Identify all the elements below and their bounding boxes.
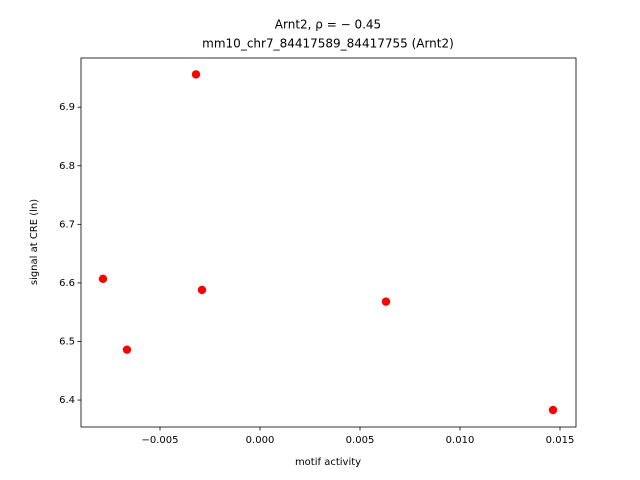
point (191, 70, 201, 79)
x-tick-label: 0.005 (346, 435, 375, 446)
x-tick-label: 0.000 (246, 435, 275, 446)
point (548, 405, 558, 415)
point (381, 297, 391, 306)
y-tick-label: 6.8 (59, 161, 75, 172)
x-axis-label: motif activity (295, 457, 361, 468)
x-tick-label: 0.015 (546, 435, 575, 446)
chart-title: Arnt2, ρ = − 0.45 (275, 18, 381, 32)
x-tick-label: −0.005 (141, 435, 178, 446)
y-tick-label: 6.5 (59, 336, 75, 347)
x-tick-label: 0.010 (446, 435, 475, 446)
point (197, 285, 207, 295)
plot-frame (80, 57, 577, 428)
point (98, 274, 108, 284)
y-axis-label: signal at CRE (ln) (29, 199, 40, 285)
chart-subtitle: mm10_chr7_84417589_84417755 (Arnt2) (202, 37, 454, 51)
y-tick-label: 6.4 (59, 395, 75, 406)
y-tick-label: 6.6 (59, 278, 75, 289)
y-tick-label: 6.9 (59, 102, 75, 113)
y-tick-label: 6.7 (59, 219, 75, 230)
point (122, 345, 132, 354)
